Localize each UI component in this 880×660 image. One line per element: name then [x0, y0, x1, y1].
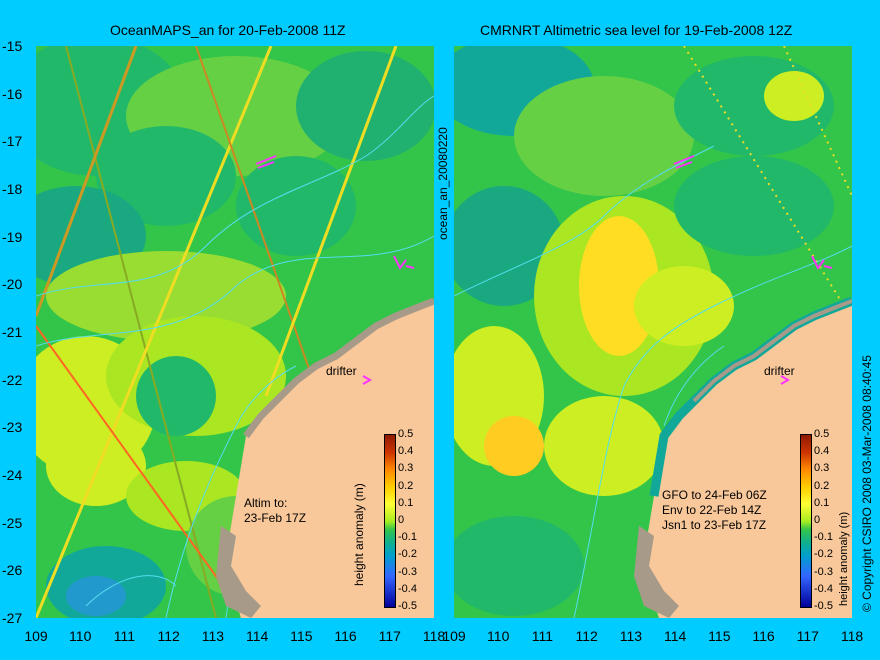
x-tick-label: 117: [378, 628, 401, 644]
colorbar-tick-label: -0.2: [398, 548, 417, 561]
right-altim-note-line: Env to 22-Feb 14Z: [662, 503, 762, 517]
x-tick-label: 110: [487, 628, 510, 644]
right-map-panel: drifter GFO to 24-Feb 06Z Env to 22-Feb …: [454, 46, 852, 618]
y-tick-label: -16: [2, 85, 23, 102]
right-colorbar-label: height anomaly (m): [838, 511, 850, 606]
x-tick-label: 115: [708, 628, 731, 644]
right-altim-note-line: Jsn1 to 23-Feb 17Z: [662, 518, 767, 532]
colorbar-tick-label: 0.2: [398, 479, 414, 492]
x-tick-label: 115: [290, 628, 313, 644]
colorbar-tick-label: -0.4: [398, 582, 417, 595]
colorbar-tick-label: -0.5: [814, 600, 833, 612]
colorbar-tick-label: -0.1: [814, 531, 833, 544]
colorbar-tick-label: 0.5: [398, 428, 414, 440]
colorbar-tick-label: -0.4: [814, 582, 833, 595]
x-tick-label: 109: [24, 628, 48, 644]
y-tick-label: -18: [2, 181, 23, 197]
x-tick-label: 113: [619, 628, 643, 644]
left-colorbar-label: height anomaly (m): [352, 483, 366, 586]
x-tick-label: 109: [442, 628, 466, 644]
colorbar-tick-label: 0.2: [814, 479, 830, 492]
right-drifter-label: drifter: [764, 364, 795, 378]
colorbar-tick-label: 0.4: [814, 445, 830, 458]
left-altim-note-line: 23-Feb 17Z: [244, 511, 307, 525]
y-tick-label: -25: [2, 514, 23, 531]
y-tick-label: -21: [2, 324, 23, 340]
left-altim-note-line: Altim to:: [244, 496, 288, 510]
side-label: ocean_an_20080220: [436, 127, 450, 240]
colorbar-tick-label: -0.2: [814, 548, 833, 561]
colorbar-tick-label: 0.1: [814, 496, 830, 509]
copyright-text: © Copyright CSIRO 2008 03-Mar-2008 08:40…: [860, 355, 874, 612]
y-tick-label: -17: [2, 133, 23, 150]
colorbar-tick-label: 0: [814, 514, 821, 526]
y-tick-label: -19: [2, 228, 23, 245]
x-tick-label: 113: [201, 628, 225, 644]
x-tick-label: 111: [113, 628, 136, 644]
colorbar-tick-label: 0.3: [398, 462, 414, 475]
x-tick-label: 116: [752, 628, 775, 644]
left-altim-note: Altim to: 23-Feb 17Z: [244, 496, 306, 526]
colorbar-tick-label: 0.3: [814, 462, 830, 475]
x-tick-label: 112: [157, 628, 180, 644]
x-tick-label: 116: [334, 628, 357, 644]
right-altim-note-line: GFO to 24-Feb 06Z: [662, 488, 767, 502]
x-tick-label: 118: [422, 628, 446, 644]
y-tick-label: -15: [2, 38, 23, 54]
y-tick-label: -22: [2, 371, 23, 388]
x-tick-label: 112: [575, 628, 598, 644]
colorbar-tick-label: 0.5: [814, 428, 830, 440]
colorbar-tick-label: -0.5: [398, 600, 417, 612]
colorbar-tick-label: 0: [398, 514, 405, 526]
colorbar-tick-label: 0.1: [398, 496, 414, 509]
y-tick-label: -26: [2, 562, 23, 579]
y-tick-label: -23: [2, 419, 23, 436]
colorbar-tick-label: -0.1: [398, 531, 417, 544]
right-colorbar: [800, 434, 812, 608]
x-tick-label: 118: [840, 628, 864, 644]
y-tick-label: -20: [2, 276, 23, 293]
left-drifter-label: drifter: [326, 364, 357, 378]
y-tick-label: -27: [2, 610, 23, 626]
right-altim-note: GFO to 24-Feb 06Z Env to 22-Feb 14Z Jsn1…: [662, 488, 767, 533]
x-tick-label: 111: [531, 628, 554, 644]
x-tick-label: 110: [69, 628, 92, 644]
left-map-title: OceanMAPS_an for 20-Feb-2008 11Z: [110, 22, 346, 38]
x-tick-label: 114: [663, 628, 687, 644]
left-map-panel: drifter Altim to: 23-Feb 17Z 0.5 0.4 0.3 0.…: [36, 46, 434, 618]
colorbar-tick-label: -0.3: [814, 565, 833, 578]
right-map-graphic: [454, 46, 852, 618]
right-map-title: CMRNRT Altimetric sea level for 19-Feb-2…: [480, 22, 793, 38]
x-tick-label: 117: [796, 628, 819, 644]
y-tick-label: -24: [2, 467, 23, 483]
x-tick-label: 114: [245, 628, 269, 644]
left-colorbar: [384, 434, 396, 608]
colorbar-tick-label: -0.3: [398, 565, 417, 578]
left-map-graphic: [36, 46, 434, 618]
colorbar-tick-label: 0.4: [398, 445, 414, 458]
